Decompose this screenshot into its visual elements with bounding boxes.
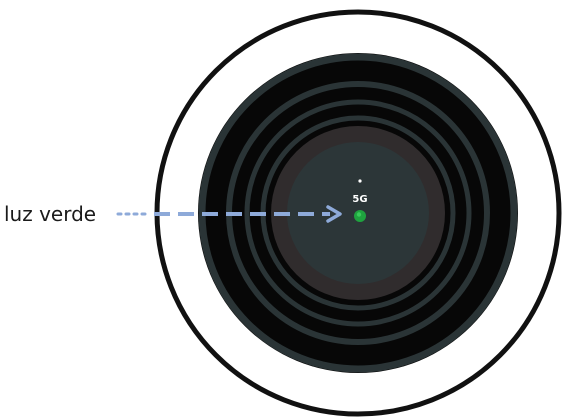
callout-label: luz verde <box>4 202 97 226</box>
band-label: 5G <box>352 194 367 205</box>
callout-arrow-head <box>326 205 342 223</box>
green-indicator-highlight <box>356 212 362 217</box>
status-dot <box>358 179 362 183</box>
concentric-ring-3 <box>244 99 472 327</box>
